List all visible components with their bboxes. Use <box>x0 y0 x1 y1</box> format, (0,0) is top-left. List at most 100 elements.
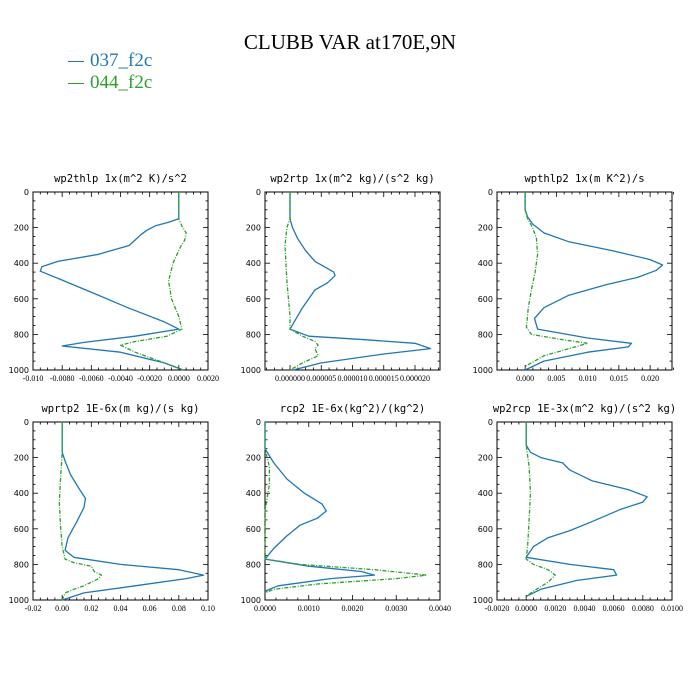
y-tick-label: 0 <box>488 418 493 427</box>
chart-title: wpthlp2 1x(m K^2)/s <box>524 173 644 185</box>
y-tick-label: 200 <box>246 454 261 463</box>
page-title: CLUBB VAR at170E,9N <box>243 30 457 54</box>
chart-title: wp2thlp 1x(m^2 K)/s^2 <box>54 173 187 185</box>
x-tick-label: -0.0040 <box>108 374 133 383</box>
y-tick-label: 1000 <box>473 366 493 375</box>
x-tick-label: 0.000010 <box>338 374 368 383</box>
y-tick-label: 0 <box>256 188 261 197</box>
y-tick-label: 400 <box>246 259 261 268</box>
y-tick-label: 400 <box>14 259 29 268</box>
series-line-044_f2c <box>524 192 589 367</box>
x-tick-label: 0.0040 <box>574 604 596 613</box>
x-tick-label: -0.0020 <box>137 374 162 383</box>
chart-title: wprtp2 1E-6x(m kg)/(s kg) <box>41 403 199 415</box>
profile-chart-5: rcp2 1E-6x(kg^2)/(kg^2) 0 200 400 600 800 1000… <box>241 403 451 613</box>
x-tick-label: -0.0060 <box>79 374 104 383</box>
profile-chart-4: wprtp2 1E-6x(m kg)/(s kg) 0 200 400 600 800 10… <box>9 403 215 613</box>
x-tick-label: 0.0040 <box>429 604 451 613</box>
y-tick-label: 400 <box>14 489 29 498</box>
x-tick-label: 0.04 <box>114 604 128 613</box>
x-tick-label: 0.005 <box>547 374 565 383</box>
x-tick-label: 0.015 <box>610 374 628 383</box>
legend-label: 044_f2c <box>90 72 153 93</box>
y-tick-label: 0 <box>24 188 29 197</box>
plot-frame <box>496 421 673 601</box>
legend-label: 037_f2c <box>90 50 153 71</box>
x-tick-label: -0.02 <box>25 604 42 613</box>
y-tick-label: 400 <box>246 489 261 498</box>
x-tick-label: 0.0020 <box>342 604 364 613</box>
y-tick-label: 600 <box>478 525 493 534</box>
y-tick-label: 800 <box>246 560 261 569</box>
y-tick-label: 800 <box>246 330 261 339</box>
x-tick-label: 0.10 <box>201 604 215 613</box>
series-line-044_f2c <box>525 422 556 597</box>
y-tick-label: 200 <box>478 454 493 463</box>
y-tick-label: 0 <box>488 188 493 197</box>
x-tick-label: 0.000000 <box>275 374 305 383</box>
series-line-037_f2c <box>61 422 205 601</box>
plot-frame <box>32 191 209 371</box>
x-tick-label: 0.0100 <box>661 604 683 613</box>
y-tick-label: 0 <box>256 418 261 427</box>
x-tick-label: 0.0020 <box>197 374 219 383</box>
x-tick-label: 0.06 <box>143 604 157 613</box>
y-tick-label: 600 <box>478 295 493 304</box>
y-tick-label: 400 <box>478 259 493 268</box>
profile-chart-1: wp2thlp 1x(m^2 K)/s^202004006008001000-0… <box>9 173 219 383</box>
x-tick-label: 0.0060 <box>603 604 625 613</box>
x-tick-label: 0.0020 <box>544 604 566 613</box>
x-tick-label: 0.0000 <box>168 374 190 383</box>
x-tick-label: 0.0010 <box>298 604 320 613</box>
x-tick-label: 0.000 <box>516 374 534 383</box>
series-line-037_f2c <box>525 422 648 597</box>
x-tick-label: 0.020 <box>641 374 659 383</box>
x-tick-label: -0.0020 <box>485 604 510 613</box>
series-line-044_f2c <box>119 192 187 371</box>
x-tick-label: 0.0000 <box>254 604 276 613</box>
y-tick-label: 200 <box>14 224 29 233</box>
x-tick-label: 0.08 <box>172 604 186 613</box>
y-tick-label: 400 <box>478 489 493 498</box>
y-tick-label: 600 <box>246 525 261 534</box>
legend-line-icon <box>68 60 84 62</box>
y-tick-label: 200 <box>478 224 493 233</box>
profile-chart-3: wpthlp2 1x(m K^2)/s 0 200 400 600 800 1000 0.00… <box>473 173 674 383</box>
y-tick-label: 1000 <box>9 366 29 375</box>
x-tick-label: 0.02 <box>84 604 98 613</box>
chart-title: rcp2 1E-6x(kg^2)/(kg^2) <box>280 403 425 415</box>
y-tick-label: 800 <box>478 330 493 339</box>
x-tick-label: 0.0080 <box>632 604 654 613</box>
plot-frame <box>264 421 441 601</box>
x-tick-label: 0.0030 <box>385 604 407 613</box>
chart-title: wp2rcp 1E-3x(m^2 kg)/(s^2 kg) <box>493 403 676 415</box>
y-tick-label: 800 <box>14 330 29 339</box>
x-tick-label: -0.0080 <box>50 374 75 383</box>
y-tick-label: 1000 <box>241 596 261 605</box>
legend-line-icon <box>68 82 84 84</box>
x-tick-label: 0.000005 <box>306 374 336 383</box>
series-line-037_f2c <box>524 192 664 371</box>
y-tick-label: 800 <box>14 560 29 569</box>
y-tick-label: 600 <box>246 295 261 304</box>
y-tick-label: 1000 <box>241 366 261 375</box>
profile-chart-6: wp2rcp 1E-3x(m^2 kg)/(s^2 kg)0 200 400 600 8… <box>473 403 683 613</box>
y-tick-label: 1000 <box>9 596 29 605</box>
series-line-044_f2c <box>58 422 103 601</box>
x-tick-label: -0.010 <box>23 374 44 383</box>
x-tick-label: 0.000020 <box>400 374 430 383</box>
y-tick-label: 800 <box>478 560 493 569</box>
legend-item-044: 044_f2c <box>68 72 152 94</box>
chart-title: wp2rtp 1x(m^2 kg)/(s^2 kg) <box>270 173 434 185</box>
series-line-044_f2c <box>284 192 319 371</box>
y-tick-label: 200 <box>14 454 29 463</box>
series-line-037_f2c <box>264 422 376 592</box>
y-tick-label: 0 <box>24 418 29 427</box>
legend-item-037: 037_f2c <box>68 50 152 72</box>
x-tick-label: 0.000015 <box>369 374 399 383</box>
series-line-037_f2c <box>289 192 432 371</box>
y-tick-label: 600 <box>14 295 29 304</box>
y-tick-label: 600 <box>14 525 29 534</box>
series-line-044_f2c <box>264 422 428 594</box>
y-tick-label: 1000 <box>473 596 493 605</box>
